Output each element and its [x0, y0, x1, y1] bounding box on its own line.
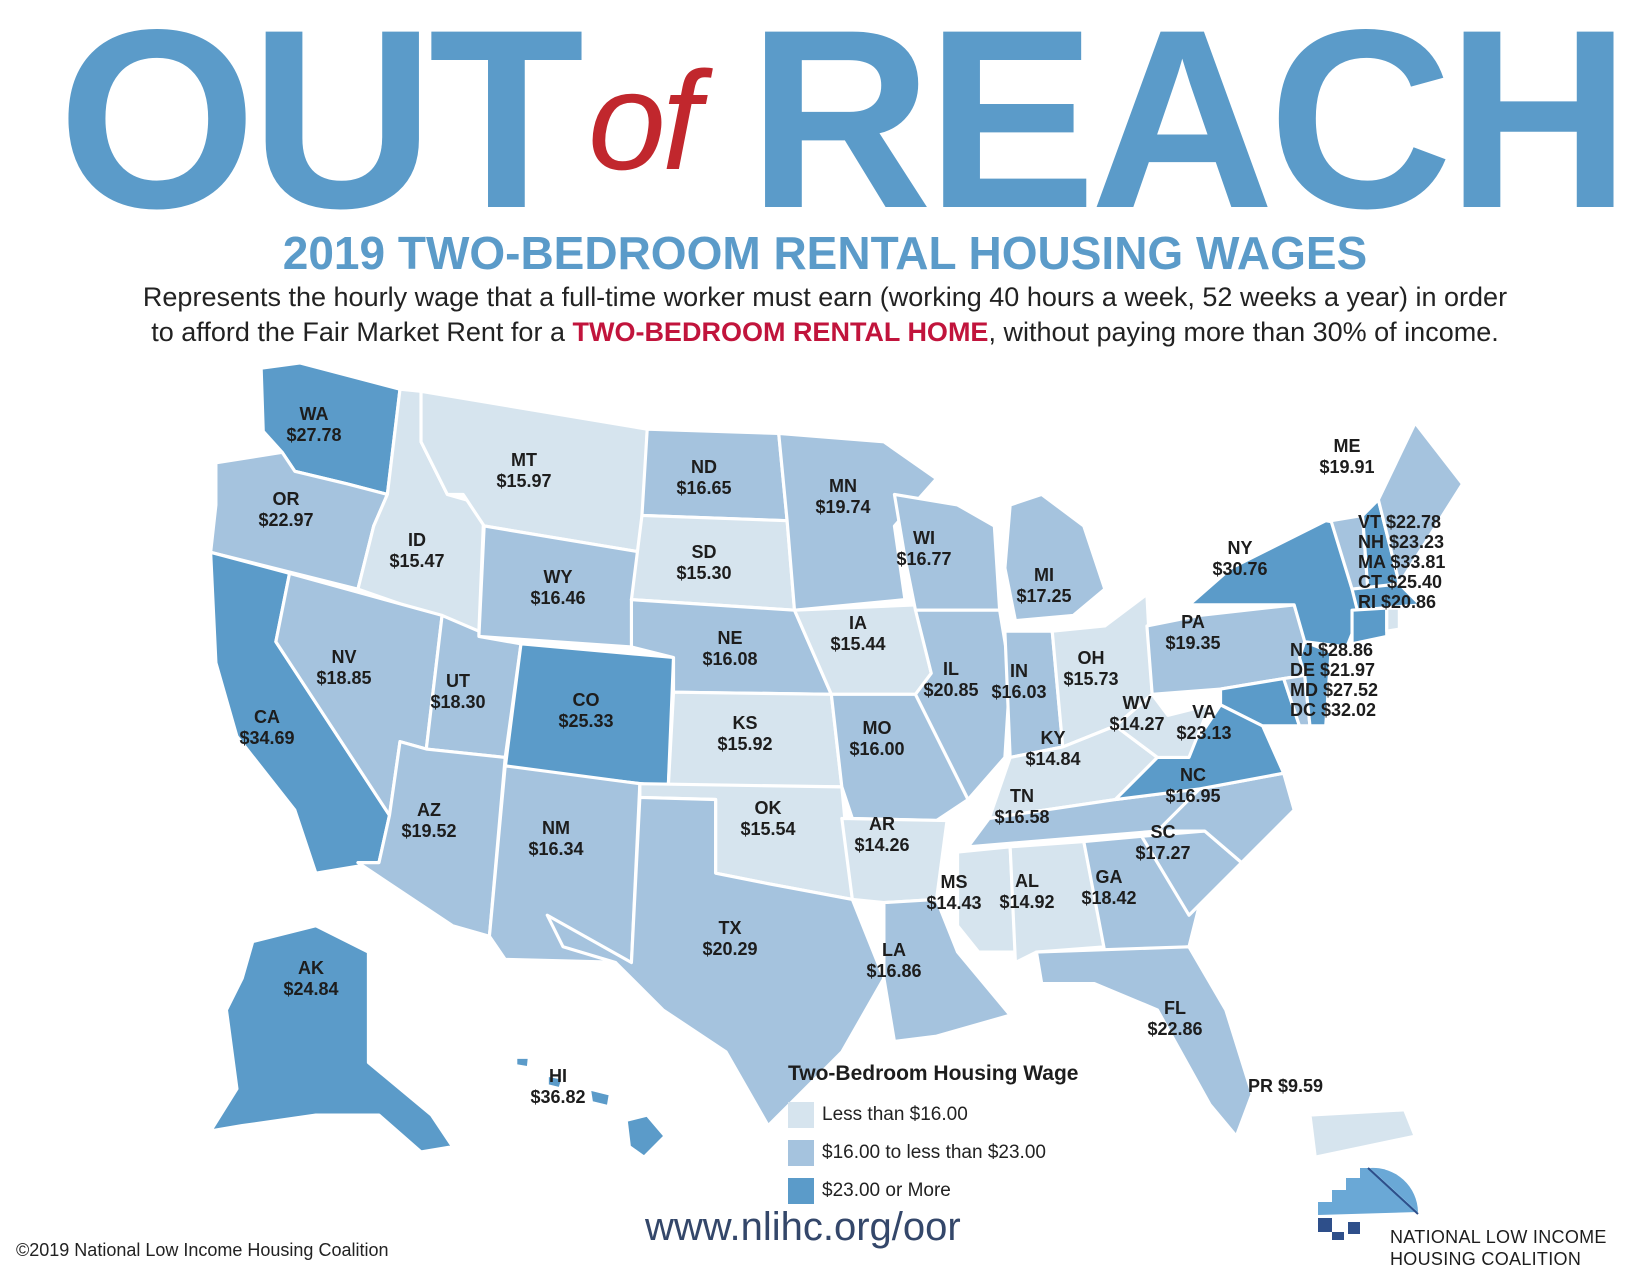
label-AR: AR $14.26	[854, 814, 910, 855]
state-MI	[1003, 492, 1107, 623]
state-RI	[1385, 606, 1401, 633]
state-MD	[1218, 676, 1302, 728]
state-AZ	[356, 740, 507, 938]
description-pre: to afford the Fair Market Rent for a	[151, 317, 573, 347]
label-CO: CO $25.33	[558, 690, 614, 731]
description: Represents the hourly wage that a full-t…	[0, 280, 1650, 350]
label-NV: NV $18.85	[316, 647, 372, 688]
state-NM	[487, 764, 642, 965]
state-MS	[955, 845, 1017, 954]
label-NC: NC $16.95	[1165, 765, 1221, 806]
state-NJ	[1297, 640, 1333, 728]
label-AK: AK $24.84	[283, 958, 339, 999]
label-LA: LA $16.86	[866, 940, 922, 981]
legend-item-mid: $16.00 to less than $23.00	[788, 1134, 1078, 1172]
state-ME	[1376, 421, 1465, 586]
label-IL: IL $20.85	[923, 659, 979, 700]
label-NE: NE $16.08	[702, 628, 758, 669]
title-of: of	[588, 42, 701, 199]
legend-item-high: $23.00 or More	[788, 1172, 1078, 1210]
org-name: NATIONAL LOW INCOME HOUSING COALITION	[1390, 1227, 1607, 1269]
state-GA	[1082, 834, 1202, 954]
label-AL: AL $14.92	[999, 871, 1055, 912]
subtitle: 2019 TWO-BEDROOM RENTAL HOUSING WAGES	[282, 227, 1368, 279]
label-CA: CA $34.69	[239, 707, 295, 748]
state-TX	[545, 795, 886, 1128]
state-PR	[1308, 1108, 1417, 1159]
label-HI: HI $36.82	[530, 1066, 586, 1107]
copyright: ©2019 National Low Income Housing Coalit…	[16, 1240, 389, 1260]
legend: Two-Bedroom Housing Wage Less than $16.0…	[788, 1062, 1078, 1210]
label-SD: SD $15.30	[676, 542, 732, 583]
label-MN: MN $19.74	[815, 476, 871, 517]
title-reach: REACH	[748, 0, 1631, 262]
legend-swatch-high	[788, 1178, 814, 1204]
label-MT: MT $15.97	[496, 450, 552, 491]
label-WA: WA $27.78	[286, 404, 342, 445]
title-out: OUT	[58, 0, 584, 262]
label-PA: PA $19.35	[1165, 612, 1221, 653]
legend-title: Two-Bedroom Housing Wage	[788, 1062, 1079, 1085]
website-link[interactable]: www.nlihc.org/oor	[645, 1205, 961, 1249]
state-FL	[1034, 945, 1254, 1138]
label-TN: TN $16.58	[994, 786, 1050, 827]
description-line-2: to afford the Fair Market Rent for a TWO…	[0, 315, 1650, 350]
state-IL	[913, 608, 1012, 802]
label-OK: OK $15.54	[740, 798, 796, 839]
label-MI: MI $17.25	[1016, 565, 1072, 606]
legend-item-low: Less than $16.00	[788, 1096, 1078, 1134]
label-UT: UT $18.30	[430, 671, 486, 712]
label-GA: GA $18.42	[1081, 867, 1137, 908]
state-MN	[777, 431, 939, 612]
label-PR: PR $9.59	[1248, 1076, 1324, 1096]
state-CT	[1350, 606, 1389, 646]
state-HI-big	[624, 1113, 667, 1159]
house-logo-icon	[1318, 1167, 1419, 1240]
label-WV: WV $14.27	[1109, 693, 1165, 734]
label-ME: ME $19.91	[1319, 436, 1375, 477]
description-post: , without paying more than 30% of income…	[988, 317, 1499, 347]
label-FL: FL $22.86	[1147, 998, 1203, 1039]
state-HI-kauai	[514, 1055, 531, 1070]
label-WY: WY $16.46	[530, 567, 586, 608]
label-SC: SC $17.27	[1135, 822, 1191, 863]
label-KS: KS $15.92	[717, 713, 773, 754]
state-MA	[1350, 582, 1422, 612]
midatlantic-labels: NJ $28.86 DE $21.97 MD $27.52 DC $32.02	[1290, 640, 1379, 720]
label-WI: WI $16.77	[896, 528, 952, 569]
state-AK	[209, 924, 455, 1154]
label-AZ: AZ $19.52	[401, 800, 457, 841]
legend-swatch-mid	[788, 1140, 814, 1166]
description-highlight: TWO-BEDROOM RENTAL HOME	[572, 317, 989, 347]
label-ND: ND $16.65	[676, 457, 732, 498]
legend-swatch-low	[788, 1102, 814, 1128]
label-MO: MO $16.00	[849, 718, 905, 759]
label-TX: TX $20.29	[702, 918, 758, 959]
state-HI-oahu	[545, 1073, 565, 1091]
label-ID: ID $15.47	[389, 530, 445, 571]
northeast-labels: VT $22.78 NH $23.23 MA $33.81 CT $25.40 …	[1358, 512, 1446, 612]
label-NY: NY $30.76	[1212, 538, 1268, 579]
nlihc-logo: NATIONAL LOW INCOME HOUSING COALITION	[1318, 1160, 1648, 1270]
label-NM: NM $16.34	[528, 818, 584, 859]
label-KY: KY $14.84	[1025, 728, 1081, 769]
state-LA	[882, 897, 1012, 1044]
title-banner: OUT of REACH	[0, 0, 1650, 247]
state-HI-maui	[587, 1087, 612, 1109]
label-IA: IA $15.44	[830, 613, 886, 654]
label-VA: VA $23.13	[1176, 702, 1232, 743]
label-IN: IN $16.03	[991, 661, 1047, 702]
label-OH: OH $15.73	[1063, 648, 1119, 689]
description-line-1: Represents the hourly wage that a full-t…	[142, 282, 1508, 312]
label-MS: MS $14.43	[926, 872, 982, 913]
label-OR: OR $22.97	[258, 489, 314, 530]
